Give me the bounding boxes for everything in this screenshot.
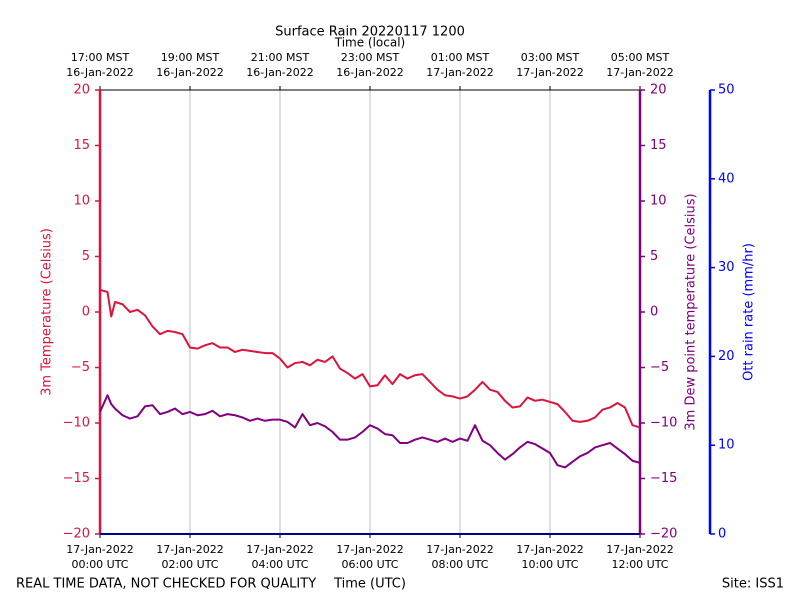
y-tick-label: 0 bbox=[718, 527, 726, 542]
y-tick-label: −20 bbox=[650, 527, 677, 542]
y-axis-title: Ott rain rate (mm/hr) bbox=[742, 243, 757, 381]
y-tick-label: 0 bbox=[82, 305, 90, 320]
data-line bbox=[99, 288, 641, 429]
y-tick-label: −5 bbox=[650, 360, 669, 375]
y-tick-label: 15 bbox=[650, 138, 667, 153]
y-tick-label: 5 bbox=[82, 249, 90, 264]
top-tick-label: 03:00 MST 17-Jan-2022 bbox=[516, 51, 584, 79]
x-tick-label: 17-Jan-2022 10:00 UTC bbox=[516, 543, 584, 571]
top-tick-label: 01:00 MST 17-Jan-2022 bbox=[426, 51, 494, 79]
top-axis-title: Time (local) bbox=[334, 36, 406, 50]
x-tick-label: 17-Jan-2022 12:00 UTC bbox=[606, 543, 674, 571]
x-tick-label: 17-Jan-2022 06:00 UTC bbox=[336, 543, 404, 571]
x-tick-label: 17-Jan-2022 08:00 UTC bbox=[426, 543, 494, 571]
site-label: Site: ISS1 bbox=[722, 577, 784, 592]
y-tick-label: 40 bbox=[718, 171, 735, 186]
data-line bbox=[99, 394, 641, 469]
y-tick-label: −20 bbox=[63, 527, 90, 542]
chart-title: Surface Rain 20220117 1200 bbox=[275, 25, 465, 40]
top-tick-label: 23:00 MST 16-Jan-2022 bbox=[336, 51, 404, 79]
y-tick-label: 50 bbox=[718, 83, 735, 98]
y-tick-label: −5 bbox=[71, 360, 90, 375]
y-axis-title: 3m Temperature (Celsius) bbox=[40, 228, 55, 396]
y-tick-label: 30 bbox=[718, 260, 735, 275]
y-tick-label: 20 bbox=[718, 349, 735, 364]
y-tick-label: −10 bbox=[63, 416, 90, 431]
y-tick-label: 10 bbox=[650, 194, 667, 209]
y-tick-label: 10 bbox=[718, 438, 735, 453]
y-tick-label: −15 bbox=[650, 471, 677, 486]
y-tick-label: 0 bbox=[650, 305, 658, 320]
y-axis-title: 3m Dew point temperature (Celsius) bbox=[684, 193, 699, 430]
note: REAL TIME DATA, NOT CHECKED FOR QUALITY bbox=[16, 577, 316, 592]
x-tick-label: 17-Jan-2022 00:00 UTC bbox=[66, 543, 134, 571]
top-tick-label: 17:00 MST 16-Jan-2022 bbox=[66, 51, 134, 79]
x-tick-label: 17-Jan-2022 02:00 UTC bbox=[156, 543, 224, 571]
y-tick-label: 20 bbox=[73, 83, 90, 98]
x-tick-label: 17-Jan-2022 04:00 UTC bbox=[246, 543, 314, 571]
y-tick-label: −10 bbox=[650, 416, 677, 431]
top-tick-label: 19:00 MST 16-Jan-2022 bbox=[156, 51, 224, 79]
top-tick-label: 21:00 MST 16-Jan-2022 bbox=[246, 51, 314, 79]
y-tick-label: −15 bbox=[63, 471, 90, 486]
y-tick-label: 10 bbox=[73, 194, 90, 209]
y-tick-label: 20 bbox=[650, 83, 667, 98]
top-tick-label: 05:00 MST 17-Jan-2022 bbox=[606, 51, 674, 79]
y-tick-label: 15 bbox=[73, 138, 90, 153]
y-tick-label: 5 bbox=[650, 249, 658, 264]
x-axis-title: Time (UTC) bbox=[333, 577, 406, 592]
